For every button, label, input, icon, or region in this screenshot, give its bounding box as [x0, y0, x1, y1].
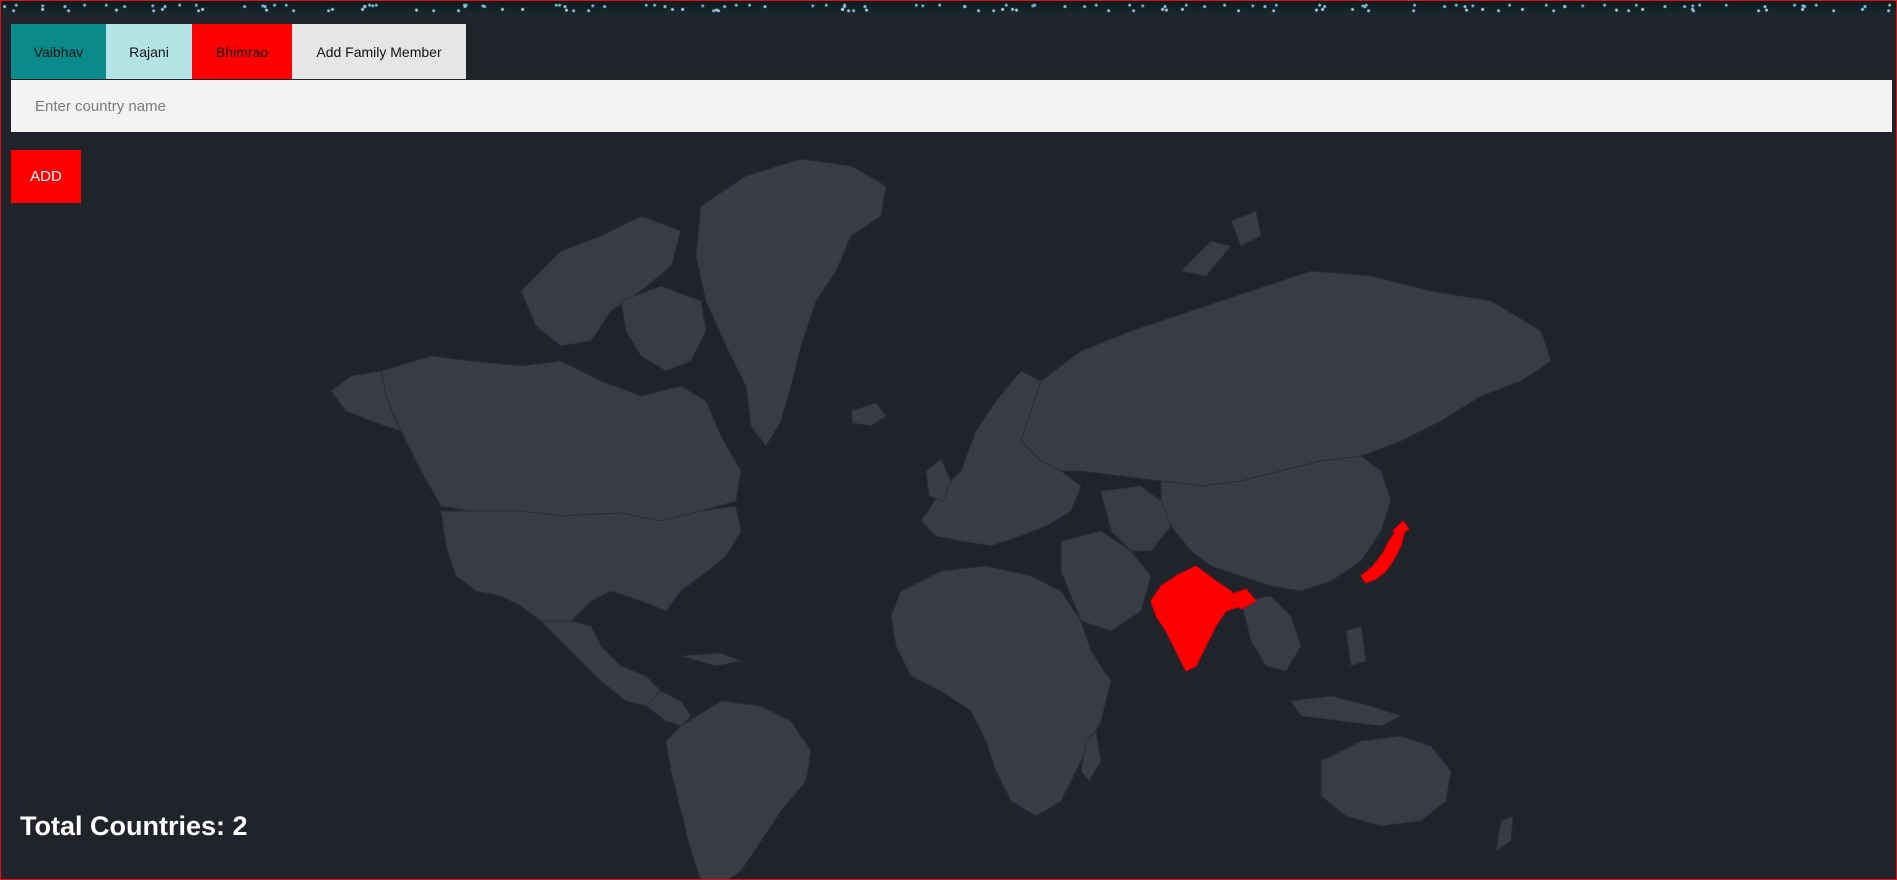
- add-family-member-button[interactable]: Add Family Member: [292, 24, 466, 79]
- country-canada-islands[interactable]: [520, 215, 682, 347]
- starfield-header-strip: [1, 1, 1896, 15]
- country-australia[interactable]: [1320, 735, 1452, 827]
- country-canada[interactable]: [380, 355, 742, 522]
- country-greenland[interactable]: [695, 158, 887, 447]
- family-member-tabs: Vaibhav Rajani Bhimrao Add Family Member: [11, 24, 466, 79]
- country-china[interactable]: [1160, 455, 1392, 592]
- country-middle-east[interactable]: [1060, 530, 1152, 632]
- tab-rajani[interactable]: Rajani: [106, 24, 192, 79]
- country-central-asia[interactable]: [1100, 485, 1172, 552]
- island-baffin[interactable]: [620, 285, 707, 372]
- country-central-america[interactable]: [645, 690, 692, 727]
- island-iceland[interactable]: [850, 402, 887, 427]
- island-indonesia[interactable]: [1290, 695, 1403, 727]
- country-name-input[interactable]: [11, 80, 1892, 132]
- country-southeast-asia[interactable]: [1240, 595, 1302, 672]
- tab-bhimrao[interactable]: Bhimrao: [192, 24, 292, 79]
- island-svalbard[interactable]: [1230, 210, 1262, 247]
- country-africa[interactable]: [890, 565, 1112, 817]
- total-countries-count: Total Countries: 2: [20, 811, 248, 841]
- country-japan-hokkaido[interactable]: [1392, 520, 1410, 537]
- island-philippines[interactable]: [1345, 625, 1367, 667]
- country-mexico[interactable]: [539, 620, 662, 707]
- country-india[interactable]: [1150, 565, 1242, 672]
- island-uk[interactable]: [925, 458, 952, 502]
- island-novaya-zemlya[interactable]: [1179, 240, 1232, 277]
- country-japan[interactable]: [1360, 525, 1407, 584]
- island-cuba[interactable]: [680, 652, 743, 667]
- country-india-northeast[interactable]: [1225, 588, 1257, 610]
- tab-vaibhav[interactable]: Vaibhav: [11, 24, 106, 79]
- country-south-america[interactable]: [665, 700, 812, 880]
- country-usa[interactable]: [440, 505, 742, 642]
- add-country-button[interactable]: ADD: [11, 150, 81, 203]
- island-new-zealand[interactable]: [1495, 815, 1514, 853]
- country-usa-alaska[interactable]: [330, 370, 422, 472]
- country-russia[interactable]: [1020, 270, 1552, 487]
- island-madagascar[interactable]: [1080, 729, 1102, 782]
